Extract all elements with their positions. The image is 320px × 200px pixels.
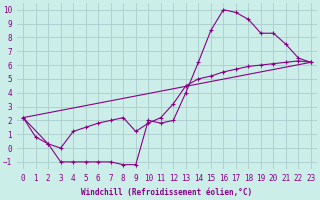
- X-axis label: Windchill (Refroidissement éolien,°C): Windchill (Refroidissement éolien,°C): [82, 188, 252, 197]
